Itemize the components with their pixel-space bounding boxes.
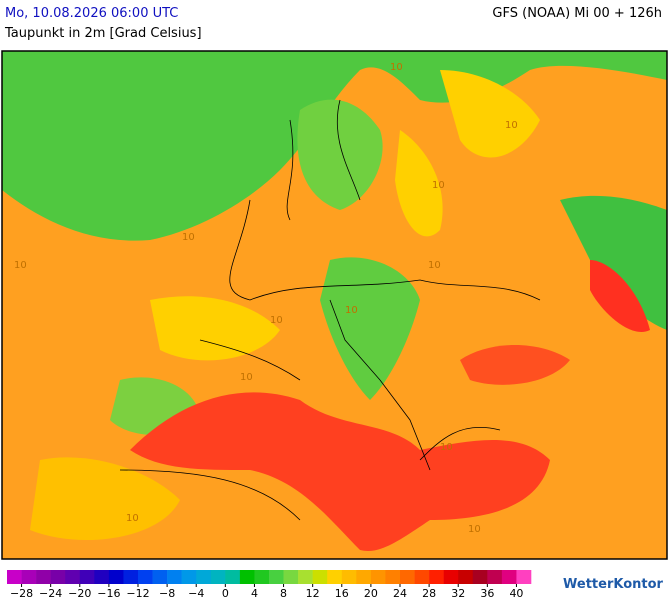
legend-swatch (429, 570, 444, 584)
legend-swatch (327, 570, 343, 584)
legend-tick-label: −8 (159, 587, 175, 600)
legend-swatch (458, 570, 474, 584)
legend-tick-label: 40 (509, 587, 523, 600)
legend-swatch (356, 570, 372, 584)
legend-swatch (385, 570, 401, 584)
datetime: Mo, 10.08.2026 06:00 UTC (5, 6, 179, 21)
contour-labels: 10 10 10 10 10 10 10 10 10 10 10 10 (14, 62, 518, 535)
legend-swatch (181, 570, 197, 584)
legend-swatch (138, 570, 153, 584)
legend-swatch (516, 570, 532, 584)
legend-swatch (254, 570, 270, 584)
legend-swatch (65, 570, 81, 584)
legend-swatch (400, 570, 415, 584)
legend: −28 −24 −20 −16 −12 −8 −4 0 4 8 12 16 20 24 28 32 36 40 (7, 570, 532, 600)
legend-swatch (108, 570, 124, 584)
legend-swatch (472, 570, 488, 584)
legend-tick-label: 36 (480, 587, 494, 600)
contour-label: 10 (182, 232, 195, 243)
contour-label: 10 (505, 120, 518, 131)
legend-tick-label: 8 (280, 587, 287, 600)
legend-tick-label: 0 (222, 587, 229, 600)
map-frame (1, 50, 668, 560)
legend-swatch (269, 570, 284, 584)
contour-label: 10 (126, 513, 139, 524)
legend-swatch (370, 570, 386, 584)
legend-swatch (196, 570, 212, 584)
legend-tick-label: 28 (422, 587, 436, 600)
legend-swatch (225, 570, 241, 584)
contour-label: 10 (432, 180, 445, 191)
logo: WetterKontor (563, 577, 664, 592)
legend-swatch (50, 570, 66, 584)
legend-swatch (298, 570, 313, 584)
legend-tick-label: −28 (10, 587, 33, 600)
legend-swatch (501, 570, 517, 584)
legend-tick-label: −16 (97, 587, 120, 600)
legend-swatch (21, 570, 37, 584)
legend-swatch (79, 570, 95, 584)
legend-tick-label: 12 (306, 587, 320, 600)
contour-label: 10 (468, 524, 481, 535)
contour-label: 10 (440, 442, 453, 453)
legend-swatch (487, 570, 503, 584)
contour-label: 10 (428, 260, 441, 271)
legend-swatch (36, 570, 51, 584)
legend-tick-label: 32 (451, 587, 465, 600)
map (2, 51, 667, 559)
legend-tick-label: −12 (126, 587, 149, 600)
legend-tick-label: 16 (335, 587, 349, 600)
contour-label: 10 (390, 62, 403, 73)
legend-swatch (283, 570, 299, 584)
legend-tick-label: 20 (364, 587, 378, 600)
legend-tick-label: −4 (188, 587, 204, 600)
contour-label: 10 (270, 315, 283, 326)
legend-swatch (210, 570, 226, 584)
contour-label: 10 (14, 260, 27, 271)
legend-swatch (167, 570, 182, 584)
legend-tick-label: −20 (68, 587, 91, 600)
legend-tick-label: 24 (393, 587, 407, 600)
legend-swatch (123, 570, 139, 584)
legend-swatch (239, 570, 255, 584)
legend-swatch (414, 570, 430, 584)
model-run: GFS (NOAA) Mi 00 + 126h (492, 6, 662, 21)
contour-label: 10 (345, 305, 358, 316)
legend-swatch (152, 570, 168, 584)
legend-swatch (443, 570, 459, 584)
legend-tick-label: −24 (39, 587, 62, 600)
legend-swatch (341, 570, 357, 584)
subtitle: Taupunkt in 2m [Grad Celsius] (5, 26, 202, 41)
legend-swatch (94, 570, 110, 584)
contour-label: 10 (240, 372, 253, 383)
legend-tick-label: 4 (251, 587, 258, 600)
legend-swatch (7, 570, 22, 584)
legend-swatch (312, 570, 328, 584)
